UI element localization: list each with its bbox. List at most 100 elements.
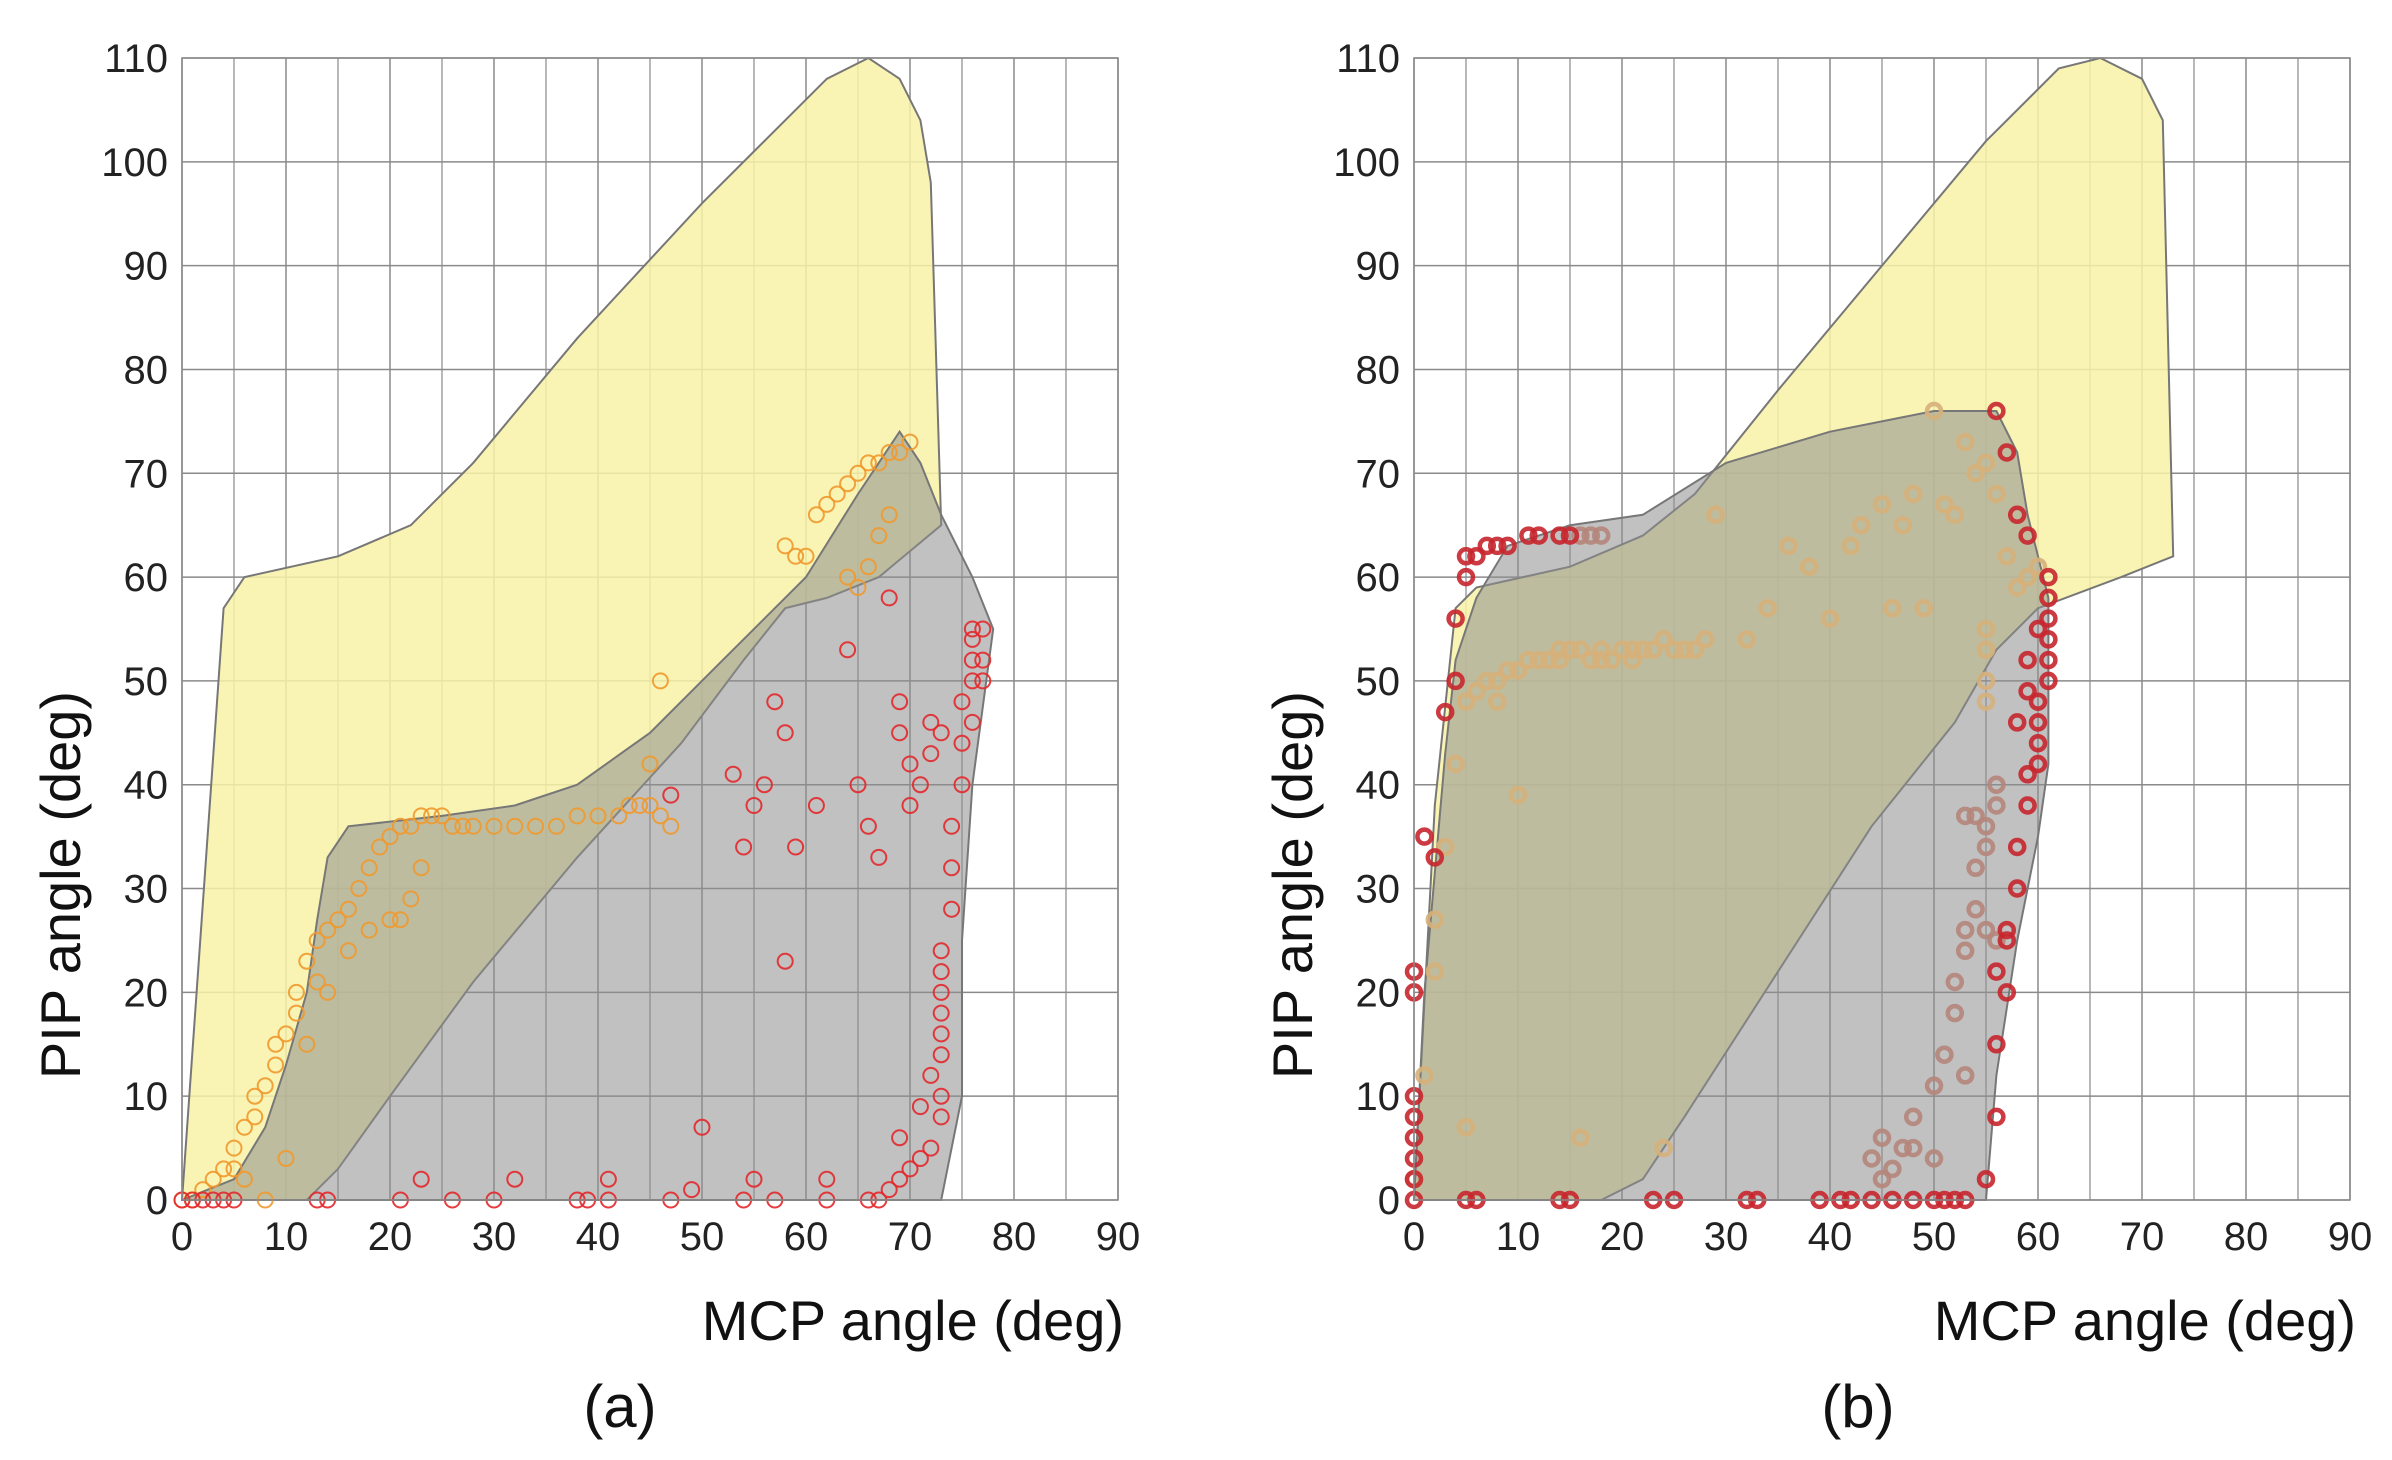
- data-point-orange: [319, 921, 337, 939]
- data-point-red: [1987, 1107, 2006, 1127]
- data-point-orange: [235, 1118, 253, 1136]
- x-tick-label: 0: [171, 1215, 193, 1259]
- data-point-tan: [1924, 401, 1944, 421]
- data-point-tan: [1976, 619, 1996, 639]
- data-point-orange: [277, 1150, 295, 1167]
- data-point-tan: [1976, 692, 1996, 711]
- data-point-mauve: [1955, 1066, 1975, 1085]
- data-point-red: [1519, 526, 1538, 545]
- data-point-tan: [1654, 1138, 1673, 1158]
- data-point-mauve: [1987, 796, 2006, 815]
- x-tick-label: 70: [888, 1215, 933, 1259]
- data-point-orange: [204, 1170, 222, 1188]
- data-point-mauve: [1955, 920, 1975, 940]
- data-point-red: [932, 942, 950, 960]
- data-point-red: [1477, 536, 1497, 556]
- data-point-red: [2018, 650, 2037, 670]
- data-point-red: [922, 745, 940, 763]
- data-point-red: [911, 1098, 929, 1116]
- data-point-tan: [1623, 640, 1642, 660]
- data-point-red: [2039, 671, 2058, 691]
- x-tick-label: 40: [1808, 1215, 1853, 1259]
- data-point-red: [911, 1150, 929, 1167]
- data-point-orange: [277, 1025, 295, 1043]
- data-point-red: [1446, 609, 1465, 628]
- data-point-red: [932, 963, 950, 981]
- data-point-orange: [651, 672, 669, 690]
- data-point-tan: [1529, 650, 1549, 670]
- data-point-red: [818, 1170, 836, 1188]
- panel-a-y-axis-label: PIP angle (deg): [29, 691, 92, 1079]
- data-point-mauve: [1581, 526, 1601, 545]
- data-point-mauve: [1976, 837, 1996, 857]
- data-point-orange: [880, 506, 898, 524]
- data-point-red: [891, 1170, 909, 1188]
- data-point-orange: [329, 911, 347, 929]
- y-tick-label: 60: [124, 556, 169, 600]
- data-point-orange: [298, 952, 316, 970]
- data-point-tan: [1883, 598, 1902, 618]
- data-point-red: [2039, 588, 2058, 608]
- data-point-red: [953, 693, 971, 711]
- data-point-red: [891, 724, 909, 742]
- panel-a-frame: [181, 57, 1119, 1201]
- data-point-red: [2039, 567, 2058, 587]
- x-tick-label: 20: [368, 1215, 413, 1259]
- data-point-red: [932, 983, 950, 1001]
- data-point-orange: [308, 973, 326, 991]
- data-point-red: [901, 797, 919, 814]
- data-point-tan: [1446, 754, 1465, 774]
- panel-a-regions: [180, 56, 995, 1201]
- data-point-tan: [1935, 495, 1954, 514]
- y-tick-label: 110: [1336, 37, 1400, 81]
- data-point-red: [2039, 650, 2058, 670]
- data-point-orange: [464, 817, 482, 835]
- data-point-red: [745, 797, 763, 814]
- data-point-orange: [568, 807, 586, 825]
- data-point-red: [911, 776, 929, 794]
- data-point-red: [2018, 526, 2037, 545]
- data-point-orange: [287, 983, 305, 1001]
- data-point-tan: [1799, 557, 1819, 576]
- data-point-tan: [1508, 785, 1528, 805]
- data-point-red: [1425, 848, 1445, 867]
- data-point-orange: [527, 817, 545, 835]
- y-tick-label: 90: [124, 245, 169, 289]
- y-tick-label: 40: [124, 764, 169, 808]
- data-point-red: [1446, 671, 1465, 691]
- data-point-tan: [1539, 650, 1559, 670]
- data-point-red: [974, 620, 992, 638]
- data-point-orange: [194, 1181, 212, 1199]
- data-point-mauve: [1893, 1138, 1913, 1158]
- y-tick-label: 20: [124, 971, 169, 1015]
- data-point-tan: [1550, 640, 1569, 660]
- y-tick-label: 70: [1356, 452, 1401, 496]
- data-point-tan: [1487, 692, 1507, 711]
- data-point-red: [963, 620, 981, 638]
- data-point-tan: [1560, 640, 1580, 660]
- data-point-red: [932, 1108, 950, 1126]
- data-point-red: [1435, 702, 1455, 722]
- data-point-orange: [870, 527, 888, 545]
- y-tick-label: 30: [124, 868, 169, 912]
- panel-a-x-axis-label: MCP angle (deg): [702, 1289, 1124, 1352]
- data-point-tan: [1571, 1128, 1590, 1147]
- panel-b-label: (b): [1821, 1373, 1894, 1440]
- data-point-orange: [246, 1087, 264, 1105]
- data-point-red: [724, 765, 742, 783]
- data-point-red: [2028, 713, 2048, 732]
- data-point-red: [1560, 526, 1580, 545]
- data-point-orange: [454, 817, 472, 835]
- data-point-mauve: [1883, 1159, 1902, 1179]
- data-point-orange: [339, 900, 357, 918]
- data-point-tan: [1467, 682, 1486, 701]
- data-point-red: [932, 1025, 950, 1043]
- y-tick-label: 110: [104, 37, 168, 81]
- data-point-orange: [807, 506, 825, 524]
- data-point-tan: [2007, 578, 2027, 597]
- data-point-orange: [891, 444, 909, 461]
- data-point-orange: [641, 797, 659, 814]
- data-point-red: [1997, 983, 2017, 1002]
- data-point-orange: [839, 475, 857, 493]
